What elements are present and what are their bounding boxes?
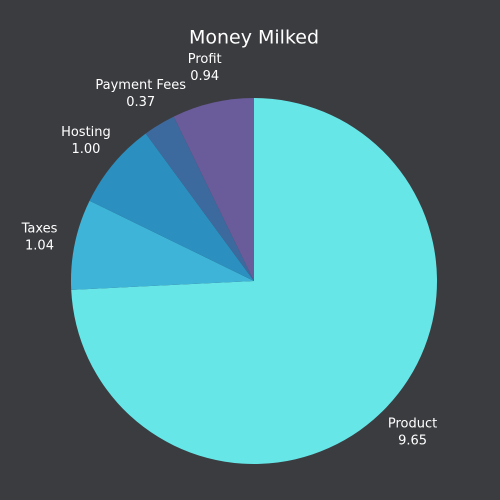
slice-label: Payment Fees [95, 78, 186, 93]
slice-label: Taxes [21, 221, 58, 236]
pie-slice [71, 98, 438, 465]
slice-value: 1.00 [71, 142, 100, 157]
pie-slice [173, 98, 254, 281]
slice-label: Profit [188, 52, 222, 67]
pie-slice [89, 133, 254, 281]
slice-label: Hosting [61, 125, 111, 140]
slice-label: Product [388, 417, 437, 432]
slice-value: 0.37 [126, 95, 155, 110]
slice-value: 0.94 [190, 69, 219, 84]
slice-value: 1.04 [25, 238, 54, 253]
slice-value: 9.65 [398, 434, 427, 449]
pie-slice [70, 200, 254, 290]
chart-title: Money Milked [189, 27, 319, 49]
pie-slice [145, 116, 254, 281]
